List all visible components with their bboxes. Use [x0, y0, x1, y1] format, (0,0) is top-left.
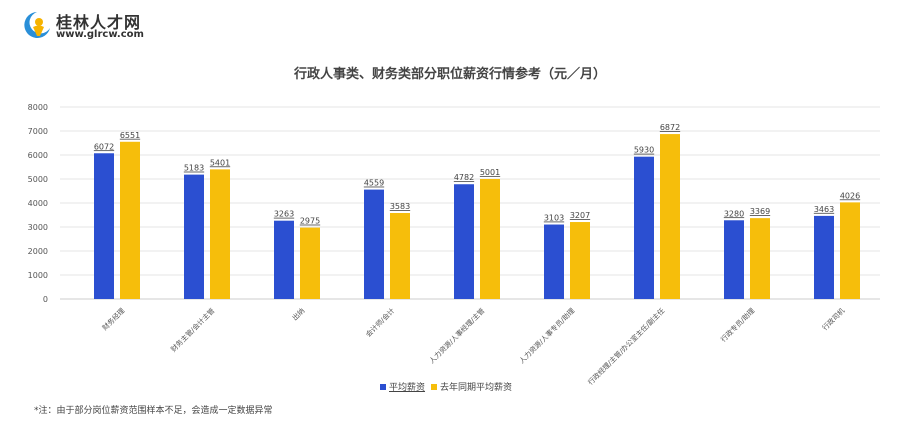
data-label: 4782	[454, 173, 474, 182]
data-label: 6072	[94, 142, 114, 151]
logo-name: 桂林人才网	[56, 13, 142, 32]
x-tick-label: 人力资源/人事专员/助理	[517, 306, 576, 365]
data-label: 5001	[480, 168, 500, 177]
data-label: 3280	[724, 209, 744, 218]
data-label: 3583	[390, 202, 410, 211]
data-label: 4559	[364, 179, 384, 188]
logo[interactable]: 桂林人才网 www.glrcw.com	[22, 8, 182, 44]
x-tick-label: 财务主管/会计主管	[169, 306, 217, 354]
bar-avg	[454, 184, 474, 299]
x-tick-label: 行政司机	[820, 306, 846, 332]
x-tick-label: 财务经理	[100, 306, 126, 332]
bar-last-year	[300, 227, 320, 299]
x-tick-label: 出纳	[290, 306, 306, 322]
y-tick-label: 2000	[28, 247, 48, 256]
bar-last-year	[840, 202, 860, 299]
data-label: 4026	[840, 191, 860, 200]
data-label: 3463	[814, 205, 834, 214]
bar-avg	[814, 215, 834, 299]
x-tick-label: 行政经理/主管/办公室主任/副主任	[586, 306, 667, 387]
y-tick-label: 4000	[28, 199, 48, 208]
data-label: 3103	[544, 214, 564, 223]
bar-last-year	[390, 213, 410, 299]
bar-avg	[94, 153, 114, 299]
x-tick-label: 行政专员/助理	[719, 306, 757, 344]
bar-avg	[184, 174, 204, 299]
bar-avg	[634, 156, 654, 299]
legend-item-last: 去年同期平均薪资	[431, 380, 512, 393]
y-tick-label: 6000	[28, 151, 48, 160]
footnote: *注：由于部分岗位薪资范围样本不足，会造成一定数据异常	[34, 406, 273, 416]
data-label: 5183	[184, 164, 204, 173]
legend: 平均薪资 去年同期平均薪资	[380, 380, 512, 393]
data-label: 6551	[120, 131, 140, 140]
bar-avg	[544, 224, 564, 299]
data-label: 3263	[274, 210, 294, 219]
data-label: 5930	[634, 146, 654, 155]
logo-icon	[24, 12, 50, 38]
bar-avg	[724, 220, 744, 299]
x-tick-label: 会计师/会计	[364, 306, 397, 339]
y-tick-label: 5000	[28, 175, 48, 184]
bar-last-year	[120, 141, 140, 299]
legend-item-avg: 平均薪资	[380, 380, 425, 393]
y-tick-label: 7000	[28, 127, 48, 136]
y-tick-label: 1000	[28, 271, 48, 280]
bar-last-year	[750, 218, 770, 299]
bar-last-year	[480, 178, 500, 299]
y-tick-label: 0	[43, 295, 48, 304]
data-label: 5401	[210, 158, 230, 167]
bar-avg	[364, 189, 384, 299]
bar-last-year	[660, 134, 680, 299]
data-label: 6872	[660, 123, 680, 132]
y-tick-label: 8000	[28, 103, 48, 112]
data-label: 2975	[300, 217, 320, 226]
x-tick-label: 人力资源/人事经理/主管	[427, 306, 486, 365]
y-tick-label: 3000	[28, 223, 48, 232]
logo-url: www.glrcw.com	[56, 29, 144, 40]
bar-last-year	[210, 169, 230, 299]
data-label: 3207	[570, 211, 590, 220]
chart-title: 行政人事类、财务类部分职位薪资行情参考（元／月）	[293, 67, 606, 82]
data-label: 3369	[750, 207, 770, 216]
bar-last-year	[570, 222, 590, 299]
bar-avg	[274, 220, 294, 299]
